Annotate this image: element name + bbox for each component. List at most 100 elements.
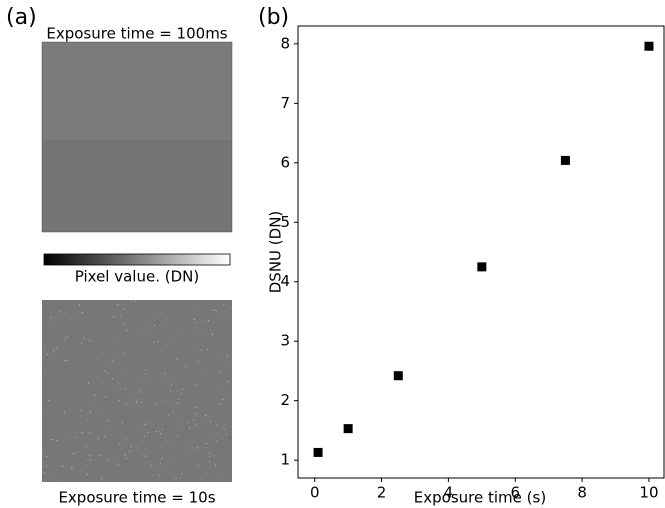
speckle: [87, 473, 89, 475]
x-tick-label: 4: [444, 484, 454, 502]
speckle: [205, 332, 207, 334]
speckle: [46, 354, 48, 356]
speckle: [48, 324, 50, 326]
speckle: [99, 411, 101, 413]
speckle: [144, 370, 146, 372]
speckle: [176, 402, 178, 404]
speckle: [193, 419, 195, 421]
speckle: [213, 309, 215, 311]
speckle: [84, 337, 86, 339]
y-tick-label: 2: [280, 391, 290, 409]
speckle: [196, 384, 198, 386]
speckle: [104, 436, 106, 438]
speckle: [143, 440, 145, 442]
speckle: [140, 401, 142, 403]
speckle: [209, 452, 211, 454]
speckle: [138, 426, 140, 428]
speckle: [193, 448, 195, 450]
image: [42, 300, 232, 482]
speckle: [101, 300, 103, 302]
speckle: [107, 373, 109, 375]
speckle: [81, 432, 83, 434]
speckle: [216, 424, 218, 426]
y-axis-title: DSNU (DN): [267, 211, 285, 294]
x-tick-label: 8: [577, 484, 587, 502]
speckle: [64, 336, 66, 338]
speckle: [136, 448, 138, 450]
speckle: [205, 443, 207, 445]
speckle: [195, 407, 197, 409]
speckle: [49, 477, 51, 479]
speckle: [71, 309, 73, 311]
speckle: [220, 387, 222, 389]
speckle: [85, 446, 87, 448]
speckle: [136, 400, 138, 402]
speckle: [193, 330, 195, 332]
speckle: [144, 423, 146, 425]
speckle: [89, 459, 91, 461]
speckle: [79, 343, 81, 345]
speckle: [71, 468, 73, 470]
speckle: [101, 352, 103, 354]
speckle: [86, 419, 88, 421]
speckle: [43, 344, 45, 346]
speckle: [164, 373, 166, 375]
speckle: [65, 338, 67, 340]
speckle: [110, 426, 112, 428]
x-axis-title: Exposure time (s): [414, 489, 546, 507]
speckle: [124, 371, 126, 373]
speckle: [124, 323, 126, 325]
speckle: [111, 357, 113, 359]
point: [343, 424, 353, 434]
speckle: [112, 461, 114, 463]
speckle: [162, 428, 164, 430]
speckle: [162, 466, 164, 468]
speckle: [173, 376, 175, 378]
speckle: [58, 352, 60, 354]
speckle: [95, 365, 97, 367]
speckle: [121, 421, 123, 423]
speckle: [207, 416, 209, 418]
speckle: [229, 313, 231, 315]
speckle: [104, 327, 106, 329]
speckle: [148, 383, 150, 385]
speckle: [42, 466, 44, 468]
speckle: [160, 447, 162, 449]
speckle: [226, 364, 228, 366]
speckle: [81, 312, 83, 314]
speckle: [63, 411, 65, 413]
speckle: [157, 340, 159, 342]
speckle: [102, 383, 104, 385]
plot-frame: [297, 25, 665, 479]
speckle: [164, 400, 166, 402]
speckle: [174, 439, 176, 441]
speckle: [90, 411, 92, 413]
speckle: [44, 371, 46, 373]
speckle: [130, 300, 132, 302]
speckle: [187, 422, 189, 424]
speckle: [210, 421, 212, 423]
speckle: [158, 430, 160, 432]
speckle: [221, 472, 223, 474]
speckle: [138, 376, 140, 378]
speckle: [112, 360, 114, 362]
speckle: [176, 390, 178, 392]
y-tick-label: 8: [280, 34, 290, 52]
image: [42, 140, 232, 232]
speckle: [42, 451, 44, 453]
y-tick-label: 5: [280, 213, 290, 231]
point: [393, 371, 403, 381]
speckle: [118, 399, 120, 401]
speckle: [48, 399, 50, 401]
speckle: [223, 428, 225, 430]
speckle: [118, 464, 120, 466]
speckle: [118, 382, 120, 384]
speckle: [107, 372, 109, 374]
speckle: [64, 360, 66, 362]
speckle: [117, 375, 119, 377]
speckle: [72, 453, 74, 455]
speckle: [123, 308, 125, 310]
speckle: [132, 391, 134, 393]
